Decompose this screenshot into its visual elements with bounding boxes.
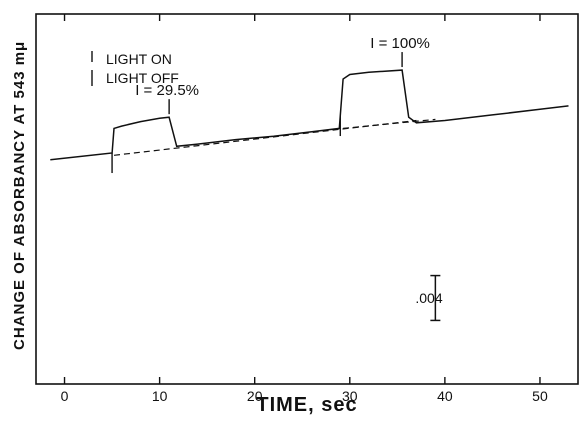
x-tick-label-2: 20 [247,388,263,404]
x-tick-label-4: 40 [437,388,453,404]
x-axis-ticks: 0 10 20 30 40 50 [61,377,548,404]
x-tick-label-3: 30 [342,388,358,404]
legend: LIGHT ON LIGHT OFF [91,51,179,86]
scale-bar: .004 [415,274,443,322]
light-markers [111,52,403,174]
top-axis-ticks [63,14,541,21]
series-group [50,69,569,161]
x-axis-label: TIME, sec [256,394,358,416]
scale-bar-label: .004 [415,290,442,306]
annotations: I = 29.5% I = 100% [135,35,430,99]
x-tick-label-1: 10 [152,388,168,404]
annotation-1: I = 100% [370,35,430,52]
series-line-1-dashed [113,119,417,156]
plot-frame [35,13,579,385]
annotation-0: I = 29.5% [135,82,199,99]
series-line-2-dashed [343,118,436,129]
y-axis-label: CHANGE OF ABSORBANCY AT 543 mμ [11,40,28,350]
x-tick-label-0: 0 [61,388,69,404]
series-line-0-solid [50,69,569,161]
legend-label-0: LIGHT ON [106,51,172,67]
legend-label-1: LIGHT OFF [106,70,179,86]
x-tick-label-5: 50 [532,388,548,404]
